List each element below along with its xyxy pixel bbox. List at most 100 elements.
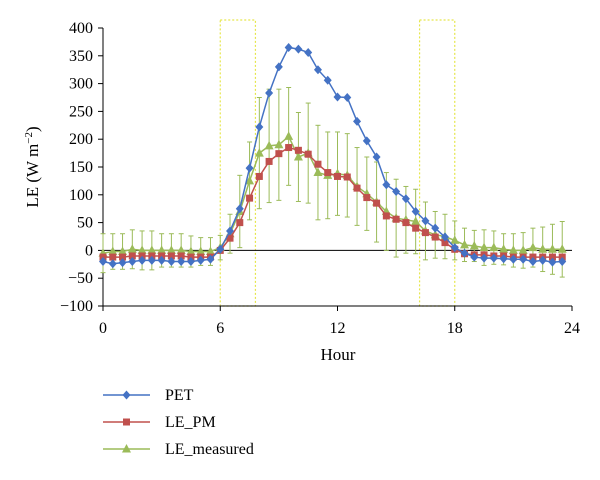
data-point-pet: [382, 180, 391, 190]
data-point-le-measured: [284, 131, 294, 140]
data-point-pet: [128, 257, 137, 267]
data-point-le-measured: [508, 245, 518, 254]
y-tick-label: 150: [69, 159, 93, 176]
data-point-le-measured: [479, 242, 489, 252]
data-point-pet: [558, 257, 567, 267]
data-point-le-pm: [246, 194, 254, 202]
data-point-pet: [265, 88, 274, 98]
data-point-pet: [108, 259, 117, 269]
data-point-le-measured: [157, 245, 167, 254]
data-point-le-measured: [450, 235, 460, 244]
data-point-pet: [274, 62, 283, 72]
data-point-le-pm: [373, 199, 381, 207]
y-tick-label: 200: [69, 131, 93, 148]
data-point-le-measured: [313, 167, 323, 177]
data-point-le-measured: [528, 242, 538, 252]
data-point-pet: [118, 258, 127, 268]
data-point-le-measured: [264, 140, 274, 150]
y-tick-label: 0: [85, 242, 93, 259]
x-tick-label: 6: [216, 320, 224, 337]
legend-label: LE_measured: [165, 441, 254, 458]
legend-item-pet: PET: [103, 387, 194, 404]
data-point-pet: [255, 122, 264, 132]
data-point-pet: [353, 116, 362, 126]
y-tick-label: −100: [60, 298, 93, 315]
data-point-pet: [460, 248, 469, 258]
data-point-pet: [167, 257, 176, 267]
data-point-le-measured: [547, 244, 557, 253]
data-point-pet: [186, 257, 195, 267]
data-point-le-measured: [274, 139, 284, 149]
data-point-le-pm: [255, 172, 263, 180]
data-point-le-pm: [226, 234, 234, 242]
data-point-le-measured: [186, 246, 196, 256]
data-point-le-measured: [108, 246, 118, 256]
data-point-pet: [489, 253, 498, 263]
data-point-le-pm: [167, 252, 175, 260]
legend: PET LE_PM LE_measured: [103, 387, 254, 458]
data-point-pet: [470, 252, 479, 262]
data-point-pet: [206, 254, 215, 264]
x-tick-label: 24: [564, 320, 580, 337]
data-point-pet: [499, 254, 508, 264]
data-point-le-measured: [254, 148, 264, 157]
data-point-pet: [196, 255, 205, 265]
data-point-le-measured: [127, 244, 137, 253]
data-point-le-pm: [392, 215, 400, 223]
data-point-le-measured: [499, 244, 509, 253]
data-point-pet: [157, 255, 166, 265]
data-point-le-measured: [196, 246, 206, 256]
data-point-le-pm: [128, 252, 136, 260]
data-point-le-pm: [353, 184, 361, 192]
data-point-pet: [138, 255, 147, 265]
data-point-le-pm: [265, 157, 273, 165]
data-point-le-pm: [119, 253, 127, 261]
data-point-le-pm: [431, 233, 439, 241]
data-point-pet: [431, 223, 440, 233]
data-point-le-pm: [236, 219, 244, 227]
data-point-pet: [323, 75, 332, 85]
highlight-window-1: [219, 19, 257, 307]
legend-label: LE_PM: [165, 414, 216, 431]
data-point-le-measured: [293, 151, 303, 161]
y-tick-label: 100: [69, 187, 93, 204]
data-point-pet: [294, 44, 303, 54]
data-point-le-pm: [421, 229, 429, 237]
data-point-pet: [177, 257, 186, 267]
x-tick-label: 12: [330, 320, 346, 337]
series-pet: [99, 42, 567, 269]
data-point-pet: [235, 204, 244, 214]
data-point-pet: [538, 255, 547, 265]
data-point-le-pm: [382, 212, 390, 220]
data-point-pet: [440, 232, 449, 242]
data-point-pet: [313, 65, 322, 75]
legend-item-le-pm: LE_PM: [103, 414, 216, 431]
data-point-le-pm: [285, 144, 293, 152]
data-point-pet: [421, 216, 430, 226]
legend-marker: [122, 444, 131, 453]
y-tick-label: 350: [69, 48, 93, 65]
data-point-le-measured: [489, 242, 499, 252]
data-point-pet: [99, 257, 107, 267]
data-point-pet: [519, 254, 528, 264]
data-point-le-pm: [304, 150, 312, 158]
data-point-le-pm: [109, 253, 117, 261]
data-point-le-pm: [334, 172, 341, 180]
data-point-pet: [450, 243, 459, 253]
data-point-le-measured: [205, 246, 215, 256]
data-point-le-measured: [176, 245, 186, 254]
y-axis-title: LE (W m−2): [23, 126, 42, 207]
data-point-pet: [284, 42, 293, 52]
data-point-le-measured: [538, 244, 548, 253]
data-point-le-pm: [275, 150, 283, 158]
data-point-le-pm: [177, 252, 185, 260]
data-point-pet: [372, 152, 381, 162]
data-point-pet: [362, 136, 371, 146]
legend-label: PET: [165, 387, 194, 404]
legend-marker: [123, 418, 130, 426]
data-point-le-pm: [294, 146, 302, 154]
data-point-le-measured: [557, 244, 567, 253]
data-point-le-measured: [166, 245, 176, 254]
data-point-le-pm: [441, 239, 449, 247]
